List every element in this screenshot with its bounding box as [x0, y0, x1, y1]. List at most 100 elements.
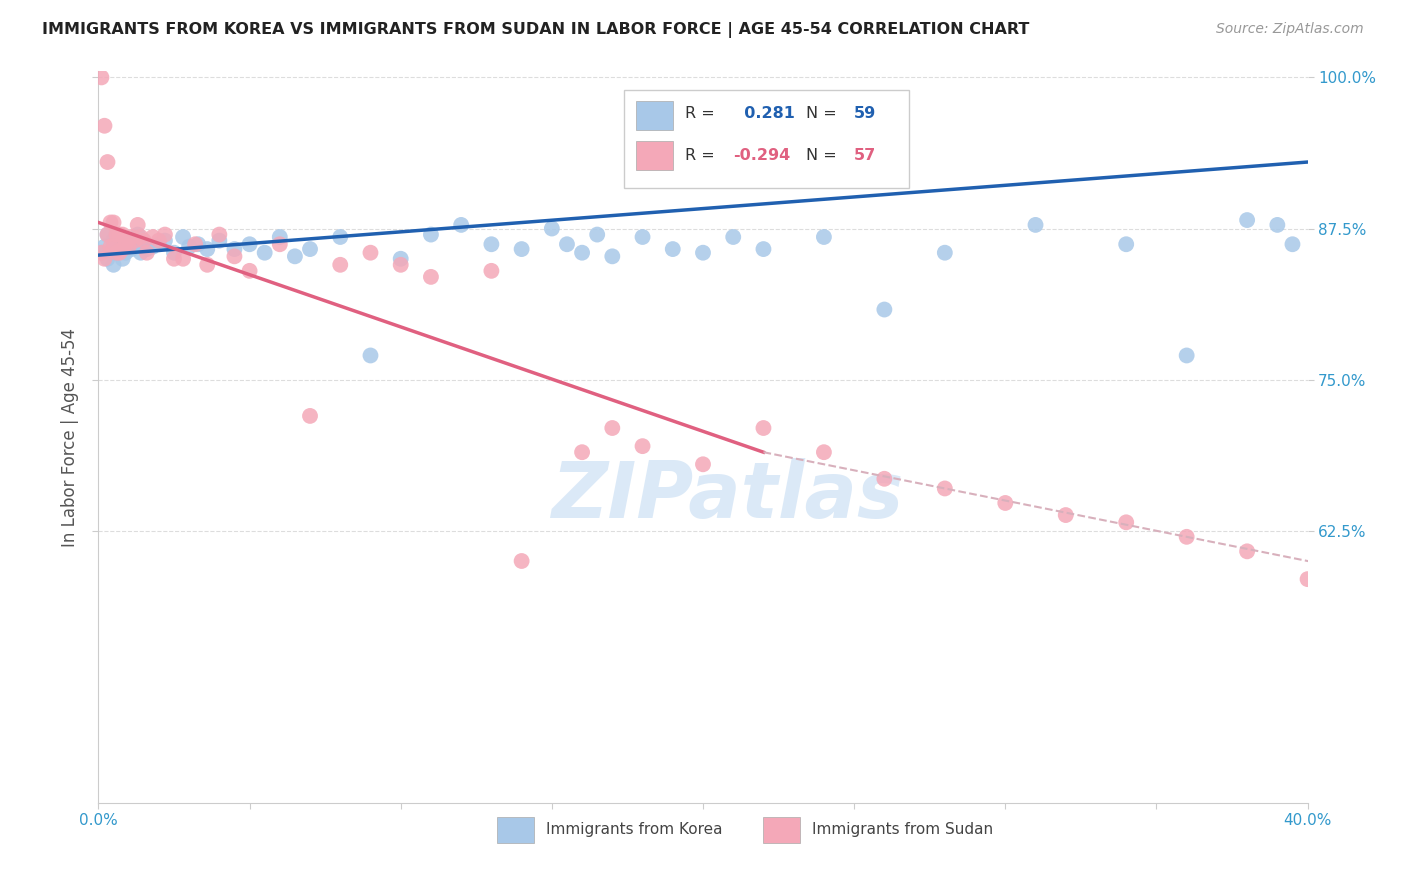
Point	[208, 227, 231, 242]
Point	[224, 242, 246, 256]
Point	[108, 237, 131, 252]
Point	[114, 245, 136, 260]
Point	[873, 302, 896, 317]
Point	[105, 242, 128, 256]
Point	[299, 242, 322, 256]
Point	[752, 242, 775, 256]
Point	[752, 421, 775, 435]
Point	[269, 237, 291, 252]
Point	[135, 242, 157, 256]
Point	[142, 230, 165, 244]
Point	[571, 245, 593, 260]
Text: R =: R =	[685, 148, 714, 163]
Point	[540, 221, 562, 235]
Point	[1296, 572, 1319, 586]
Point	[420, 269, 443, 284]
Point	[121, 230, 143, 244]
Text: ZIPatlas: ZIPatlas	[551, 458, 903, 533]
Point	[103, 258, 125, 272]
Point	[360, 349, 382, 363]
Point	[661, 242, 683, 256]
Point	[510, 242, 533, 256]
Point	[100, 245, 122, 260]
Point	[124, 234, 146, 248]
Point	[934, 245, 956, 260]
Text: IMMIGRANTS FROM KOREA VS IMMIGRANTS FROM SUDAN IN LABOR FORCE | AGE 45-54 CORREL: IMMIGRANTS FROM KOREA VS IMMIGRANTS FROM…	[42, 22, 1029, 38]
Point	[142, 240, 165, 254]
Point	[239, 237, 262, 252]
Point	[148, 237, 170, 252]
Point	[723, 230, 745, 244]
FancyBboxPatch shape	[637, 141, 672, 170]
Point	[586, 227, 609, 242]
Text: 0.281: 0.281	[734, 106, 796, 121]
Point	[129, 230, 152, 244]
Point	[118, 240, 141, 254]
Point	[172, 252, 194, 266]
Point	[111, 242, 134, 256]
Point	[329, 258, 352, 272]
Point	[1267, 218, 1289, 232]
Point	[360, 245, 382, 260]
Point	[96, 252, 118, 266]
Point	[163, 252, 186, 266]
Point	[934, 482, 956, 496]
Point	[284, 249, 307, 263]
Point	[90, 245, 112, 260]
Point	[148, 234, 170, 248]
Point	[111, 227, 134, 242]
Point	[692, 457, 714, 471]
Point	[93, 240, 115, 254]
Point	[994, 496, 1017, 510]
Text: R =: R =	[685, 106, 714, 121]
Point	[153, 227, 176, 242]
Point	[96, 227, 118, 242]
Point	[389, 258, 412, 272]
Point	[208, 234, 231, 248]
Text: -0.294: -0.294	[734, 148, 790, 163]
Point	[329, 230, 352, 244]
Point	[103, 240, 125, 254]
Point	[1024, 218, 1046, 232]
Text: N =: N =	[806, 148, 837, 163]
Point	[813, 445, 835, 459]
Point	[132, 237, 155, 252]
Point	[132, 234, 155, 248]
Point	[127, 218, 149, 232]
Point	[1115, 516, 1137, 530]
Point	[111, 252, 134, 266]
Point	[118, 235, 141, 250]
Point	[481, 264, 503, 278]
Point	[269, 230, 291, 244]
Text: N =: N =	[806, 106, 837, 121]
Point	[510, 554, 533, 568]
Point	[873, 472, 896, 486]
Point	[571, 445, 593, 459]
Point	[163, 245, 186, 260]
Point	[93, 252, 115, 266]
Point	[253, 245, 276, 260]
Point	[172, 230, 194, 244]
Point	[692, 245, 714, 260]
Point	[1175, 530, 1198, 544]
Point	[105, 245, 128, 260]
Point	[420, 227, 443, 242]
Point	[1175, 349, 1198, 363]
Point	[631, 439, 654, 453]
Text: Immigrants from Korea: Immigrants from Korea	[546, 822, 723, 838]
Point	[299, 409, 322, 423]
Point	[114, 237, 136, 252]
Point	[1236, 213, 1258, 227]
Point	[1236, 544, 1258, 558]
Y-axis label: In Labor Force | Age 45-54: In Labor Force | Age 45-54	[60, 327, 79, 547]
Point	[108, 227, 131, 242]
Point	[127, 227, 149, 242]
Point	[602, 249, 624, 263]
Point	[121, 242, 143, 256]
Point	[135, 245, 157, 260]
Point	[555, 237, 578, 252]
Point	[103, 234, 125, 248]
Text: 59: 59	[855, 106, 876, 121]
Point	[124, 237, 146, 252]
Point	[100, 240, 122, 254]
